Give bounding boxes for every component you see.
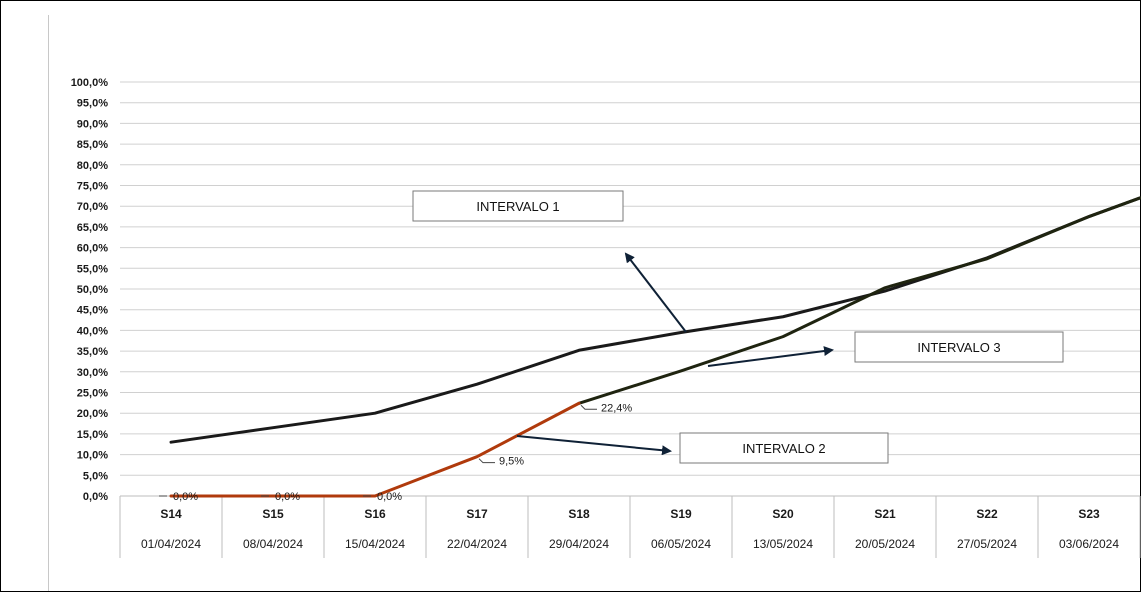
data-label: 0,0%	[377, 491, 402, 503]
y-tick-label: 75,0%	[77, 181, 108, 193]
annotation-box	[679, 432, 889, 464]
x-tick-label: S23	[1078, 507, 1100, 521]
x-date-label: 20/05/2024	[855, 537, 915, 551]
y-tick-label: 25,0%	[77, 388, 108, 400]
y-tick-label: 30,0%	[77, 367, 108, 379]
annotation-arrow	[624, 252, 687, 333]
x-axis: S14 01/04/2024 S15 08/04/2024 S16 15/04/2024 S…	[119, 495, 1141, 558]
x-date-label: 13/05/2024	[753, 537, 813, 551]
data-label: 0,0%	[275, 491, 300, 503]
series-lines	[169, 196, 1141, 498]
y-tick-label: 5,0%	[83, 470, 108, 482]
x-date-label: 06/05/2024	[651, 537, 711, 551]
annotation-box	[854, 331, 1064, 363]
series-line-2	[577, 196, 1141, 405]
data-labels: 0,0% 0,0% 0,0% 9,5% 22,4%	[159, 402, 632, 503]
x-date-label: 27/05/2024	[957, 537, 1017, 551]
x-tick-label: S21	[874, 507, 896, 521]
x-date-label: 08/04/2024	[243, 537, 303, 551]
y-tick-label: 100,0%	[71, 77, 109, 89]
data-label-leader	[580, 404, 597, 410]
y-tick-label: 40,0%	[77, 325, 108, 337]
y-tick-label: 50,0%	[77, 284, 108, 296]
y-tick-label: 85,0%	[77, 139, 108, 151]
series-line-1	[169, 196, 1141, 444]
y-tick-label: 15,0%	[77, 429, 108, 441]
x-tick-label: S14	[160, 507, 182, 521]
x-date-label: 03/06/2024	[1059, 537, 1119, 551]
y-axis: 0,0% 5,0% 10,0% 15,0% 20,0% 25,0% 30,0% 35,0% 40…	[71, 77, 109, 503]
y-tick-label: 55,0%	[77, 263, 108, 275]
y-tick-label: 10,0%	[77, 450, 108, 462]
data-label-leader	[478, 458, 495, 464]
x-date-label: 15/04/2024	[345, 537, 405, 551]
x-date-label: 01/04/2024	[141, 537, 201, 551]
x-tick-label: S18	[568, 507, 590, 521]
x-tick-label: S16	[364, 507, 386, 521]
y-tick-label: 95,0%	[77, 98, 108, 110]
y-tick-label: 65,0%	[77, 222, 108, 234]
annotation-arrow	[707, 346, 834, 367]
y-tick-label: 20,0%	[77, 408, 108, 420]
data-label: 22,4%	[601, 402, 632, 414]
x-date-label: 29/04/2024	[549, 537, 609, 551]
data-label: 0,0%	[173, 491, 198, 503]
annotation-label: INTERVALO 2	[742, 441, 825, 456]
y-tick-label: 90,0%	[77, 118, 108, 130]
x-tick-label: S15	[262, 507, 284, 521]
x-tick-label: S20	[772, 507, 794, 521]
y-tick-label: 70,0%	[77, 201, 108, 213]
x-date-label: 22/04/2024	[447, 537, 507, 551]
annotations: INTERVALO 1 INTERVALO 2 INTERVALO 3	[412, 190, 1064, 464]
x-tick-label: S22	[976, 507, 998, 521]
y-tick-label: 80,0%	[77, 160, 108, 172]
y-tick-label: 0,0%	[83, 491, 108, 503]
gridlines	[120, 81, 1140, 497]
annotation-label: INTERVALO 1	[476, 199, 559, 214]
y-tick-label: 60,0%	[77, 243, 108, 255]
x-tick-label: S19	[670, 507, 692, 521]
annotation-arrow	[516, 435, 672, 456]
annotation-label: INTERVALO 3	[917, 340, 1000, 355]
data-label: 9,5%	[499, 456, 524, 468]
x-tick-label: S17	[466, 507, 488, 521]
series-line-3	[169, 401, 581, 498]
y-tick-label: 45,0%	[77, 305, 108, 317]
plot-area-border	[48, 15, 49, 591]
y-tick-label: 35,0%	[77, 346, 108, 358]
annotation-box	[412, 190, 624, 222]
